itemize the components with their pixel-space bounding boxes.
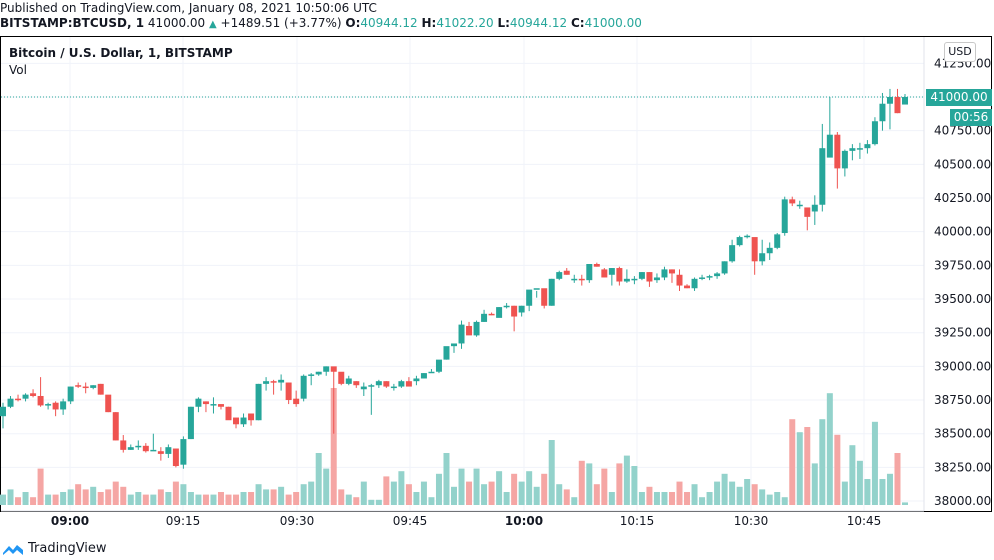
open-value: 40944.12 <box>360 16 418 30</box>
price-axis-label: 38000.00 <box>934 494 991 508</box>
last-price-marker: 41000.00 <box>926 89 992 106</box>
currency-button[interactable]: USD <box>944 42 976 62</box>
tradingview-logo-icon <box>3 544 23 555</box>
symbol-legend: BITSTAMP:BTCUSD, 1 41000.00 ▲ +1489.51 (… <box>0 15 642 33</box>
price-axis-label: 38500.00 <box>934 427 991 441</box>
time-axis-label: 09:45 <box>393 514 428 528</box>
open-label: O: <box>345 16 361 30</box>
high-value: 41022.20 <box>436 16 494 30</box>
price-axis-label: 38750.00 <box>934 393 991 407</box>
price-axis-label: 39000.00 <box>934 359 991 373</box>
footer-brand[interactable]: TradingView <box>2 541 107 556</box>
change-value: +1489.51 (+3.77%) <box>220 16 342 30</box>
price-axis-label: 39500.00 <box>934 292 991 306</box>
price-axis-label: 39250.00 <box>934 326 991 340</box>
time-axis-label: 09:15 <box>166 514 201 528</box>
close-value: 41000.00 <box>584 16 642 30</box>
price-axis-label: 40500.00 <box>934 157 991 171</box>
time-axis-label: 10:45 <box>847 514 882 528</box>
volume-label: Vol <box>9 63 27 77</box>
published-line: Published on TradingView.com, January 08… <box>0 1 377 15</box>
up-arrow-icon: ▲ <box>209 19 217 30</box>
chart-title: Bitcoin / U.S. Dollar, 1, BITSTAMP <box>9 46 233 60</box>
price-axis-label: 40000.00 <box>934 225 991 239</box>
price-axis-label: 39750.00 <box>934 258 991 272</box>
close-label: C: <box>570 16 585 30</box>
last-value: 41000.00 <box>147 16 206 30</box>
footer-brand-label: TradingView <box>28 541 107 556</box>
low-label: L: <box>497 16 510 30</box>
price-axis-label: 40750.00 <box>934 124 991 138</box>
symbol-label: BITSTAMP:BTCUSD, 1 <box>0 16 145 30</box>
time-axis-label: 10:00 <box>505 514 543 528</box>
time-axis-label: 09:30 <box>280 514 315 528</box>
low-value: 40944.12 <box>509 16 568 30</box>
time-axis-label: 09:00 <box>51 514 89 528</box>
price-axis-label: 38250.00 <box>934 460 991 474</box>
time-axis-label: 10:15 <box>620 514 655 528</box>
high-label: H: <box>421 16 437 30</box>
price-axis-label: 40250.00 <box>934 191 991 205</box>
bar-countdown: 00:56 <box>950 109 992 126</box>
time-axis-label: 10:30 <box>734 514 769 528</box>
